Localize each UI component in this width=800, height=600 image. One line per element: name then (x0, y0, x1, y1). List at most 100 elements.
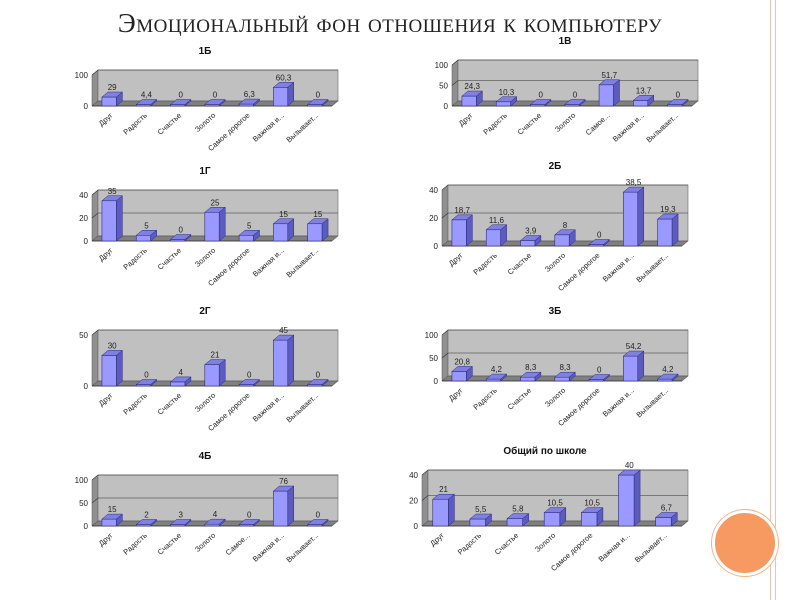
bar-side (448, 493, 455, 527)
value-label: 0 (178, 91, 183, 100)
category-label: Счастье (156, 246, 183, 272)
bar-side (116, 349, 123, 387)
bar (170, 381, 186, 387)
bar (101, 96, 117, 107)
category-label: Вызывает... (284, 246, 320, 280)
category-label: Золото (193, 531, 217, 554)
y-tick-label: 100 (75, 71, 89, 80)
value-label: 30 (108, 341, 117, 350)
bar (451, 371, 467, 382)
bar-top (529, 99, 552, 105)
y-tick-label: 0 (434, 377, 439, 386)
bar (543, 512, 561, 527)
bar-top (432, 493, 456, 500)
bar-top (238, 98, 261, 105)
category-label: Друг (97, 246, 115, 263)
chart-title: 1Б (199, 46, 212, 57)
value-label: 38,5 (626, 178, 642, 187)
bar (655, 517, 672, 527)
gridline (421, 469, 688, 476)
value-label: 8 (563, 221, 568, 230)
bar (485, 229, 501, 247)
gridline (421, 495, 688, 501)
category-label: Друг (447, 386, 465, 403)
chart-1v: 1В 0 50 100 24,3 Друг 10,3 Радость 0 Счастье 0 Золо… (420, 33, 710, 168)
category-label: Вызывает... (284, 391, 320, 425)
value-label: 25 (211, 198, 220, 207)
bar-side (671, 213, 679, 247)
y-tick-label: 0 (84, 522, 89, 531)
y-tick-label: 100 (435, 61, 449, 70)
y-tick-label: 40 (79, 191, 88, 200)
category-label: Радость (122, 391, 149, 417)
chart-2g: 2Г 0 50 30 Друг 0 Радость 4 Счастье 21 Золото 0 Само… (60, 303, 350, 448)
chart-4b: 4Б 0 50 100 15 Друг 2 Радость 3 Счастье 4 Золото 0 Са… (60, 448, 350, 588)
bar-top (622, 350, 645, 357)
bar (273, 87, 289, 107)
bar (618, 474, 635, 527)
bar-top (101, 91, 124, 98)
gridline (91, 474, 338, 481)
bar (101, 200, 117, 242)
bar-top (204, 207, 226, 213)
category-label: Золото (193, 391, 217, 414)
y-tick-label: 50 (79, 331, 88, 340)
value-label: 5,8 (512, 505, 524, 514)
bar (461, 95, 477, 107)
category-label: Друг (447, 251, 465, 268)
value-label: 5 (247, 221, 252, 230)
bar-top (306, 218, 329, 224)
chart-3b: 3Б 0 50 100 20,8 Друг 4,2 Радость 8,3 Счастье 8,3 З… (410, 303, 700, 443)
value-label: 15 (313, 210, 322, 219)
bar-top (506, 513, 530, 519)
bar (101, 355, 117, 387)
bar-top (485, 373, 508, 380)
bar-top (204, 518, 226, 525)
bar-side (633, 469, 641, 527)
category-label: Золото (553, 111, 577, 134)
bar-top (272, 485, 295, 492)
y-tick-label: 0 (444, 102, 449, 111)
category-label: Важная и... (251, 246, 286, 279)
value-label: 10,5 (584, 499, 600, 508)
chart-svg: 1Б 0 100 29 Друг 4,4 Радость 0 Счастье 0 Золото 6,3… (75, 46, 339, 153)
chart-title: 2Б (549, 161, 562, 172)
category-label: Важная и... (251, 531, 286, 564)
chart-school-total: Общий по школе 0 20 40 21 Друг 5,5 Радость 5,8 Сч… (390, 443, 700, 588)
category-label: Счастье (156, 111, 183, 137)
bar-top (101, 513, 124, 520)
bar-top (469, 513, 493, 520)
y-tick-label: 100 (75, 476, 89, 485)
value-label: 5 (144, 221, 149, 230)
bar-top (135, 230, 158, 236)
bar-top (632, 95, 655, 101)
bar (623, 191, 639, 247)
bar-side (637, 186, 645, 247)
gridline (441, 212, 688, 219)
value-label: 13,7 (636, 86, 652, 95)
category-label: Важная и... (251, 111, 286, 144)
category-label: Счастье (506, 251, 533, 277)
bar-top (656, 373, 679, 380)
value-label: 4 (213, 510, 218, 519)
bar (469, 518, 486, 527)
value-label: 4,4 (141, 91, 153, 100)
category-label: Вызывает... (284, 531, 320, 565)
bar (135, 234, 151, 242)
back-wall (97, 69, 339, 102)
bar (238, 234, 254, 242)
category-label: Важная и... (251, 391, 286, 424)
bar (495, 101, 511, 107)
y-tick-label: 100 (425, 331, 439, 340)
y-tick-label: 0 (84, 382, 89, 391)
bar-top (135, 379, 158, 385)
chart-title: 2Г (199, 306, 211, 317)
bar (273, 223, 289, 242)
value-label: 0 (213, 91, 218, 100)
bar-top (554, 371, 576, 378)
category-label: Счастье (156, 531, 183, 557)
value-label: 18,7 (454, 206, 470, 215)
bar-side (116, 195, 123, 242)
bar-top (617, 469, 641, 476)
bar (581, 512, 598, 527)
